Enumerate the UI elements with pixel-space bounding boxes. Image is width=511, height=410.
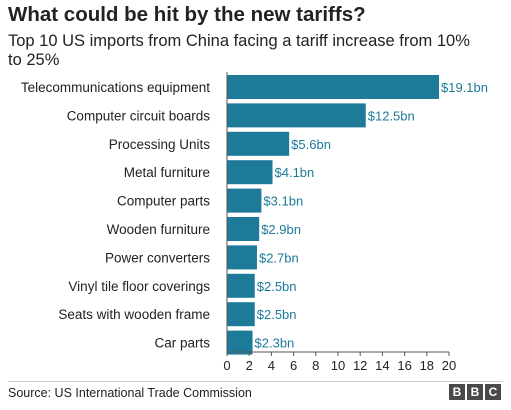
data-label: $19.1bn <box>441 80 488 95</box>
category-label: Telecommunications equipment <box>21 80 210 95</box>
category-label: Wooden furniture <box>107 222 210 237</box>
chart-title: What could be hit by the new tariffs? <box>8 3 366 26</box>
data-label: $12.5bn <box>368 108 415 123</box>
x-tick-label: 6 <box>290 358 297 373</box>
x-tick-label: 8 <box>312 358 319 373</box>
bar-chart: Telecommunications equipment $19.1bn Compu… <box>21 72 488 373</box>
bar <box>227 160 273 185</box>
category-label: Metal furniture <box>124 165 210 180</box>
category-label: Power converters <box>105 250 210 265</box>
bar <box>227 75 440 99</box>
x-tick-label: 10 <box>331 358 345 373</box>
bar <box>227 302 255 327</box>
bars-layer: Telecommunications equipment $19.1bn Compu… <box>21 75 488 355</box>
x-tick-label: 18 <box>420 358 434 373</box>
x-tick-label: 4 <box>268 358 275 373</box>
bar <box>227 131 290 156</box>
chart-subtitle: Top 10 US imports from China facing a ta… <box>8 32 470 69</box>
data-label: $2.5bn <box>257 307 297 322</box>
category-label: Car parts <box>154 336 210 351</box>
x-tick-label: 20 <box>442 358 456 373</box>
x-axis: 0 2 4 6 8 10 12 14 16 18 20 <box>223 72 456 373</box>
data-label: $2.3bn <box>255 336 295 351</box>
footer-divider <box>8 381 503 382</box>
category-label: Seats with wooden frame <box>58 307 210 322</box>
bbc-logo-letter: B <box>449 384 465 400</box>
bbc-logo-letter: B <box>467 384 483 400</box>
source-note: Source: US International Trade Commissio… <box>8 386 252 400</box>
bbc-logo-letter: C <box>485 384 501 400</box>
category-label: Vinyl tile floor coverings <box>68 279 210 294</box>
data-label: $2.9bn <box>261 222 301 237</box>
bar <box>227 217 260 241</box>
data-label: $3.1bn <box>263 194 303 209</box>
bar <box>227 188 262 213</box>
data-label: $4.1bn <box>275 165 315 180</box>
category-label: Processing Units <box>109 137 211 152</box>
bar <box>227 103 366 128</box>
bbc-logo: B B C <box>449 384 501 400</box>
bar <box>227 330 253 355</box>
data-label: $5.6bn <box>291 137 331 152</box>
data-label: $2.5bn <box>257 279 297 294</box>
x-tick-label: 12 <box>353 358 367 373</box>
category-label: Computer parts <box>117 194 210 209</box>
category-label: Computer circuit boards <box>67 108 211 123</box>
x-tick-label: 0 <box>223 358 230 373</box>
bar <box>227 245 257 270</box>
x-tick-label: 14 <box>375 358 389 373</box>
x-tick-label: 16 <box>397 358 411 373</box>
bar <box>227 273 255 298</box>
data-label: $2.7bn <box>259 250 299 265</box>
x-tick-label: 2 <box>246 358 253 373</box>
